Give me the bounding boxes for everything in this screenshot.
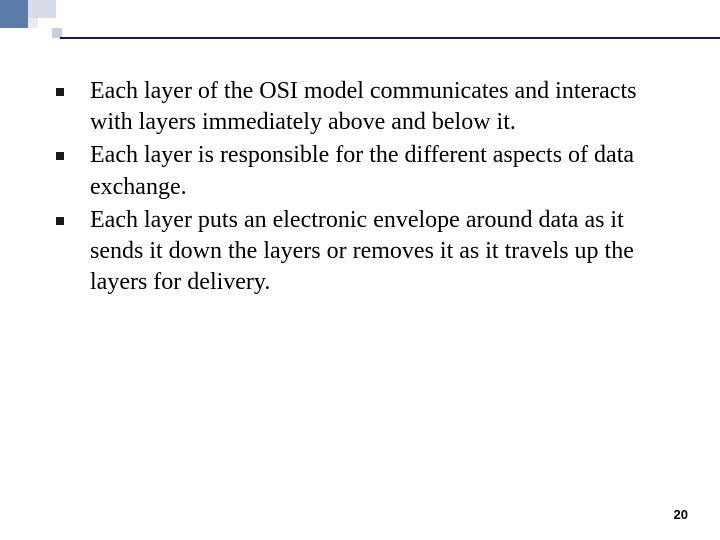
bullet-icon [56, 88, 64, 96]
deco-square-small-2 [28, 18, 38, 28]
bullet-text: Each layer puts an electronic envelope a… [90, 205, 680, 299]
list-item: Each layer of the OSI model communicates… [56, 76, 680, 138]
slide-content: Each layer of the OSI model communicates… [56, 76, 680, 300]
divider-line [60, 37, 720, 39]
page-number: 20 [674, 507, 688, 522]
bullet-text: Each layer of the OSI model communicates… [90, 76, 680, 138]
deco-square-large [0, 0, 28, 28]
slide-decoration [0, 0, 80, 50]
bullet-list: Each layer of the OSI model communicates… [56, 76, 680, 298]
deco-square-wide [28, 0, 56, 18]
list-item: Each layer puts an electronic envelope a… [56, 205, 680, 299]
list-item: Each layer is responsible for the differ… [56, 140, 680, 202]
bullet-icon [56, 217, 64, 225]
bullet-icon [56, 152, 64, 160]
bullet-text: Each layer is responsible for the differ… [90, 140, 680, 202]
